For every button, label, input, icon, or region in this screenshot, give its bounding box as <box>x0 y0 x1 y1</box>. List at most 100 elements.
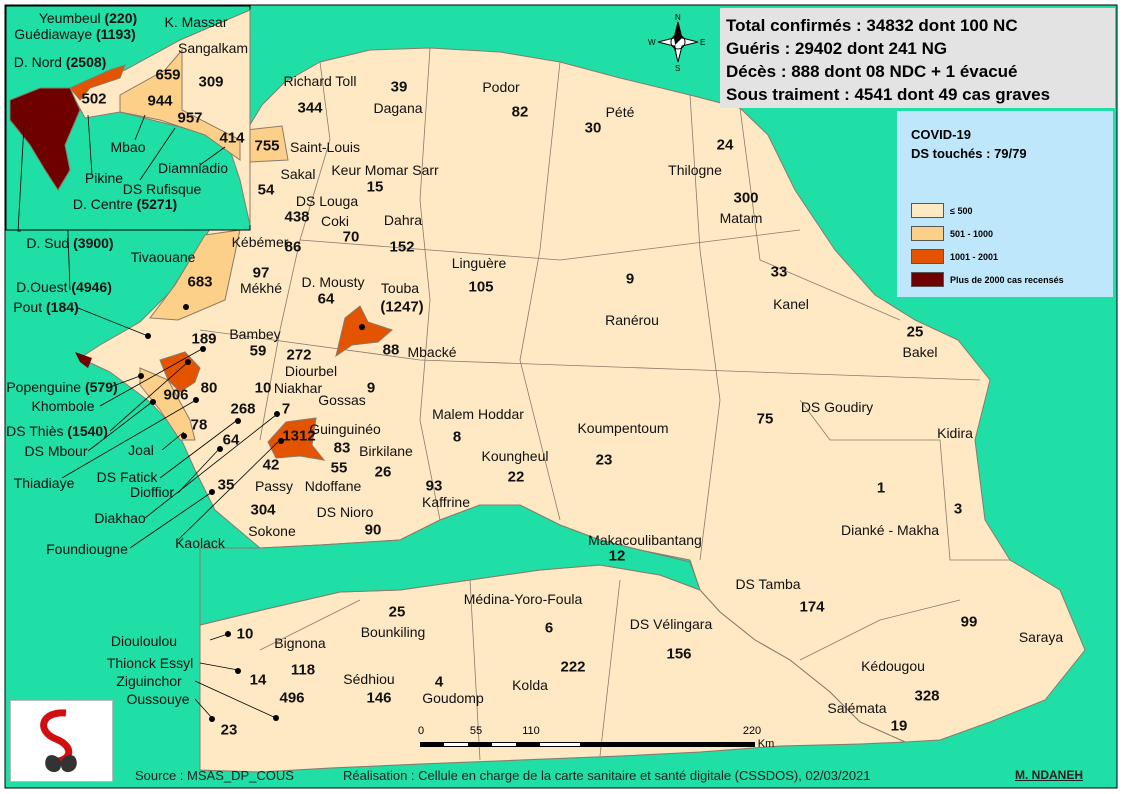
case-count: 496 <box>279 689 305 707</box>
source-text: Source : MSAS_DP_COUS <box>135 768 294 783</box>
district-name: Dagana <box>373 100 423 116</box>
callout-cases: (3900) <box>73 235 114 251</box>
case-count: 24 <box>716 136 734 154</box>
case-count: 30 <box>584 119 602 137</box>
case-count: 99 <box>960 613 978 631</box>
compass-n: N <box>675 13 681 22</box>
stat-recovered: Guéris : 29402 dont 241 NG <box>726 39 948 58</box>
stats-box: Total confirmés : 34832 dont 100 NC Guér… <box>720 8 1115 108</box>
case-count: 268 <box>230 400 256 418</box>
callout-name: D. Sud <box>26 235 70 251</box>
case-count: 4 <box>434 673 444 691</box>
callout-cases: (579) <box>84 379 118 395</box>
case-count: 26 <box>374 463 392 481</box>
case-count: 15 <box>366 178 384 196</box>
compass-e: E <box>700 38 705 47</box>
case-count: 75 <box>756 410 774 428</box>
dakar-peninsula <box>75 352 92 368</box>
district-name: Salémata <box>827 700 887 716</box>
case-count: 78 <box>190 416 208 434</box>
district-name: DS Rufisque <box>122 181 202 197</box>
district-name: Thilogne <box>668 162 722 178</box>
case-count: 659 <box>155 66 181 84</box>
district-name: Makacoulibantang <box>588 532 702 548</box>
district-name: Khombole <box>31 398 95 414</box>
district-name: Tivaouane <box>130 249 196 265</box>
case-count: 105 <box>468 278 494 296</box>
legend-swatch <box>911 203 944 218</box>
district-name: Diamniadio <box>157 160 229 176</box>
case-count: 304 <box>250 501 276 519</box>
callout-cases: (1540) <box>67 423 108 439</box>
district-name: Pété <box>605 104 635 120</box>
case-count: 944 <box>147 92 173 110</box>
district-touba <box>335 305 393 358</box>
district-name: Koungheul <box>481 448 549 464</box>
case-count: 414 <box>219 129 245 147</box>
case-count: 64 <box>317 290 335 308</box>
case-count: 23 <box>595 451 613 469</box>
district-name: Kébémer <box>231 234 289 250</box>
district-name: Coki <box>320 213 350 229</box>
case-count: 93 <box>425 477 443 495</box>
district-name: Thiadiaye <box>13 475 75 491</box>
legend-label: Plus de 2000 cas recensés <box>950 274 1064 285</box>
district-name: Bignona <box>274 635 326 651</box>
district-name: Foundiougne <box>46 541 128 557</box>
district-name: Diourbel <box>284 363 338 379</box>
district-name: Gossas <box>318 392 366 408</box>
case-count: 1312 <box>282 427 316 445</box>
callout-label: D. Centre (5271) <box>73 197 177 211</box>
case-count: 755 <box>254 137 280 155</box>
district-name: DS Mbour <box>24 443 88 459</box>
district-name: Oussouye <box>126 691 190 707</box>
legend-title: COVID-19 <box>911 127 971 142</box>
district-name: Kédougou <box>861 658 925 674</box>
district-name: DS Fatick <box>96 469 158 485</box>
case-count: 906 <box>163 386 189 404</box>
case-count: 33 <box>770 263 788 281</box>
district-name: Linguère <box>451 255 507 271</box>
scale-bar <box>420 742 755 747</box>
district-name: Thionck Essyl <box>106 655 194 671</box>
case-count: 222 <box>560 658 586 676</box>
callout-name: D. Centre <box>72 196 133 212</box>
case-count: 683 <box>187 273 213 291</box>
case-count: 146 <box>366 689 392 707</box>
district-name: Mékhé <box>239 280 283 296</box>
callout-cases: (1193) <box>96 26 136 42</box>
callout-name: D. Nord <box>13 54 62 70</box>
callout-cases: (184) <box>46 299 79 315</box>
district-name: Matam <box>719 210 763 226</box>
district-name: Kaolack <box>175 535 225 551</box>
district-name: Mbao <box>110 139 146 155</box>
legend-item: ≤ 500 <box>911 199 1113 222</box>
callout-cases: (5271) <box>136 196 178 212</box>
district-name: DS Vélingara <box>629 616 713 632</box>
case-count: 10 <box>254 379 272 397</box>
case-count: 90 <box>364 521 382 539</box>
case-count: 12 <box>608 547 626 565</box>
district-name: DS Louga <box>295 193 359 209</box>
scale-unit: Km <box>757 738 775 750</box>
case-count: 10 <box>236 625 254 643</box>
district-name: Médina-Yoro-Foula <box>463 591 583 607</box>
case-count: 83 <box>333 439 351 457</box>
credit-text: Réalisation : Cellule en charge de la ca… <box>343 768 871 783</box>
district-name: K. Massar <box>164 14 228 30</box>
case-count: 272 <box>286 346 312 364</box>
compass-s: S <box>675 64 680 73</box>
case-count: 9 <box>625 270 635 288</box>
case-count: 25 <box>906 323 924 341</box>
callout-name: Pout <box>13 299 43 315</box>
legend-subtitle: DS touchés : 79/79 <box>911 146 1027 161</box>
case-count: 174 <box>799 598 825 616</box>
case-count: 7 <box>281 400 291 418</box>
district-name: D. Mousty <box>301 274 365 290</box>
callout-label: Guédiawaye (1193) <box>14 27 135 41</box>
district-name: Dioffior <box>129 484 175 500</box>
case-count: 300 <box>733 189 759 207</box>
district-name: Pikine <box>84 170 124 186</box>
case-count: 59 <box>249 342 267 360</box>
case-count: 55 <box>330 459 348 477</box>
